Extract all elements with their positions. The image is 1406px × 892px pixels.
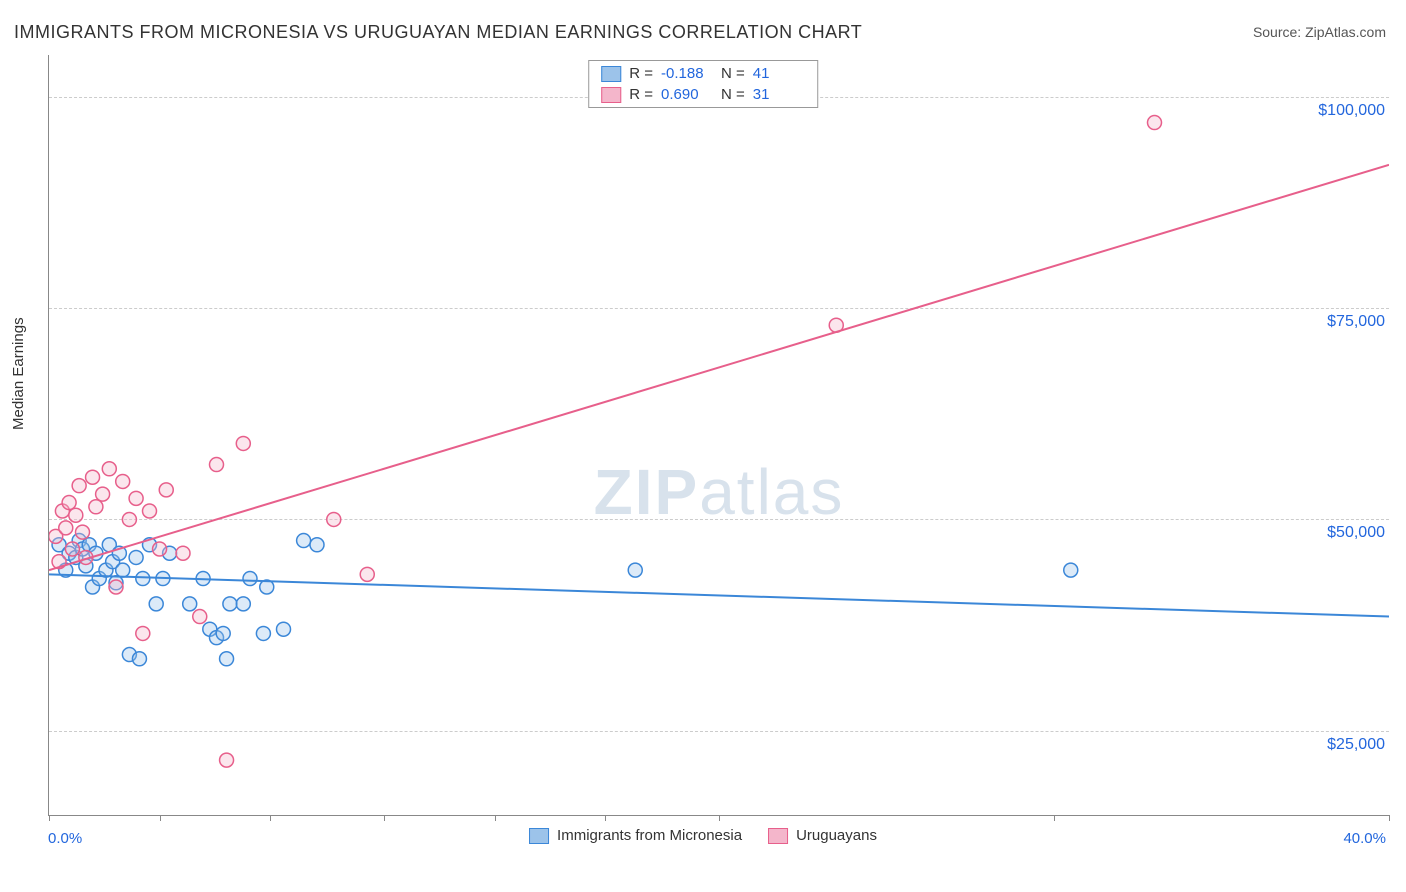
legend-row: R = -0.188 N = 41 [589, 63, 817, 84]
data-point [72, 479, 86, 493]
correlation-legend: R = -0.188 N = 41 R = 0.690 N = 31 [588, 60, 818, 108]
data-point [102, 462, 116, 476]
data-point [1064, 563, 1078, 577]
data-point [220, 753, 234, 767]
chart-title: IMMIGRANTS FROM MICRONESIA VS URUGUAYAN … [14, 22, 862, 43]
x-tick-mark [384, 815, 385, 821]
chart-plot-area: ZIPatlas $25,000$50,000$75,000$100,000 [48, 55, 1389, 816]
x-axis-end-label: 40.0% [1343, 830, 1386, 847]
data-point [89, 500, 103, 514]
legend-item: Immigrants from Micronesia [529, 827, 742, 844]
legend-swatch [768, 828, 788, 844]
data-point [69, 508, 83, 522]
data-point [59, 521, 73, 535]
data-point [297, 534, 311, 548]
r-label: R = [629, 65, 653, 82]
n-value: 41 [753, 65, 805, 82]
data-point [236, 436, 250, 450]
r-value: 0.690 [661, 86, 713, 103]
data-point [136, 626, 150, 640]
data-point [277, 622, 291, 636]
data-point [86, 470, 100, 484]
series-legend: Immigrants from Micronesia Uruguayans [529, 827, 877, 844]
data-point [149, 597, 163, 611]
data-point [65, 542, 79, 556]
x-tick-mark [270, 815, 271, 821]
n-label: N = [721, 86, 745, 103]
x-tick-mark [49, 815, 50, 821]
n-label: N = [721, 65, 745, 82]
y-axis-label: Median Earnings [10, 317, 27, 430]
data-point [223, 597, 237, 611]
data-point [129, 550, 143, 564]
data-point [76, 525, 90, 539]
x-tick-mark [1389, 815, 1390, 821]
data-point [360, 567, 374, 581]
legend-swatch [601, 87, 621, 103]
legend-swatch [529, 828, 549, 844]
chart-svg [49, 55, 1389, 815]
data-point [122, 512, 136, 526]
data-point [193, 610, 207, 624]
data-point [96, 487, 110, 501]
data-point [183, 597, 197, 611]
data-point [116, 563, 130, 577]
data-point [210, 458, 224, 472]
data-point [220, 652, 234, 666]
data-point [159, 483, 173, 497]
data-point [216, 626, 230, 640]
data-point [310, 538, 324, 552]
data-point [129, 491, 143, 505]
source-label: Source: ZipAtlas.com [1253, 24, 1386, 40]
data-point [176, 546, 190, 560]
legend-label: Uruguayans [796, 827, 877, 844]
data-point [109, 580, 123, 594]
x-tick-mark [495, 815, 496, 821]
x-tick-mark [1054, 815, 1055, 821]
x-tick-mark [719, 815, 720, 821]
data-point [143, 504, 157, 518]
source-name: ZipAtlas.com [1305, 24, 1386, 40]
data-point [327, 512, 341, 526]
data-point [136, 572, 150, 586]
data-point [628, 563, 642, 577]
trend-line [49, 574, 1389, 616]
data-point [116, 474, 130, 488]
trend-line [49, 165, 1389, 570]
legend-label: Immigrants from Micronesia [557, 827, 742, 844]
legend-swatch [601, 66, 621, 82]
n-value: 31 [753, 86, 805, 103]
data-point [132, 652, 146, 666]
r-value: -0.188 [661, 65, 713, 82]
x-axis-start-label: 0.0% [48, 830, 82, 847]
data-point [243, 572, 257, 586]
source-prefix: Source: [1253, 24, 1305, 40]
data-point [236, 597, 250, 611]
legend-item: Uruguayans [768, 827, 877, 844]
data-point [1148, 116, 1162, 130]
x-tick-mark [160, 815, 161, 821]
data-point [153, 542, 167, 556]
data-point [62, 496, 76, 510]
data-point [256, 626, 270, 640]
legend-row: R = 0.690 N = 31 [589, 84, 817, 105]
x-tick-mark [605, 815, 606, 821]
r-label: R = [629, 86, 653, 103]
